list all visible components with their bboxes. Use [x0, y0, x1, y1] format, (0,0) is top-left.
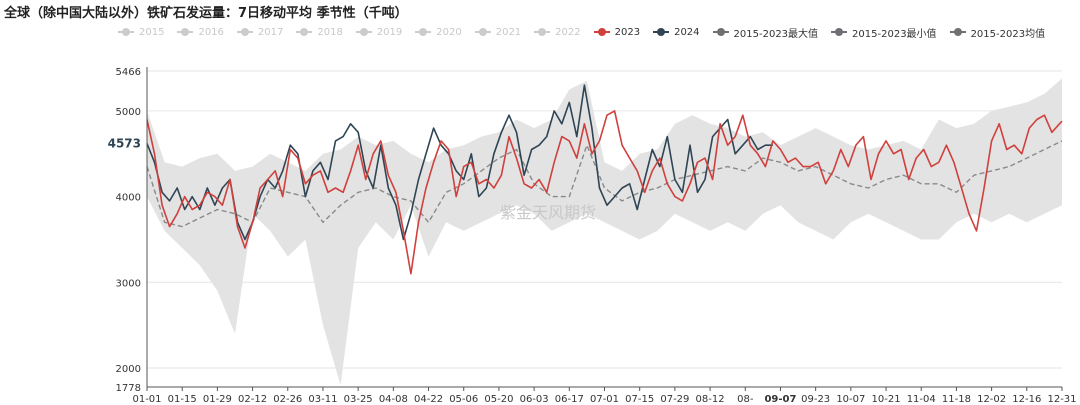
legend-label: 2015-2023均值	[970, 28, 1046, 40]
y-tick-label: 5466	[116, 67, 141, 78]
x-tick-label: 09-23	[801, 394, 830, 405]
x-tick-label: 10-21	[872, 394, 901, 405]
x-tick-label: 05-20	[484, 394, 513, 405]
legend-item-2018[interactable]: 2018	[296, 26, 343, 38]
watermark: 紫金天风期货	[500, 203, 596, 222]
x-tick-label: 10-07	[836, 394, 865, 405]
x-tick-label: 11-18	[942, 394, 971, 405]
x-tick-label: 08-	[737, 394, 754, 405]
legend-label: 2017	[257, 26, 284, 38]
legend-item-2019[interactable]: 2019	[355, 26, 403, 38]
x-tick-label: 04-08	[379, 394, 408, 405]
legend-item-2021[interactable]: 2021	[474, 26, 522, 38]
x-tick-label: 06-03	[520, 394, 549, 405]
legend-item-2023[interactable]: 2023	[593, 26, 641, 38]
legend-label: 2019	[376, 26, 403, 38]
legend-marker-icon	[534, 27, 551, 37]
legend-item-2015[interactable]: 2015	[118, 27, 164, 38]
legend-label: 2015-2023最小值	[852, 28, 937, 40]
legend-label: 2023	[614, 26, 641, 38]
chart-title: 全球（除中国大陆以外）铁矿石发运量：7日移动平均 季节性（千吨）	[4, 6, 408, 21]
legend-marker-icon	[118, 27, 134, 37]
y-tick-label: 2000	[116, 364, 141, 375]
legend-marker-icon	[415, 27, 432, 37]
x-tick-label: 02-26	[273, 394, 302, 405]
legend: 2015 2016 2017 2018 2019 2020 2021 2022 2023 2024…	[118, 24, 1058, 40]
x-tick-label: 07-29	[660, 394, 689, 405]
current-value-label: 4573	[108, 136, 141, 150]
legend-label: 2015	[139, 26, 165, 38]
y-tick-label: 1778	[116, 383, 141, 394]
x-tick-label: 03-11	[308, 394, 337, 405]
x-tick-label: 04-22	[414, 394, 443, 405]
legend-label: 2024	[674, 26, 700, 38]
legend-label: 2022	[555, 26, 581, 38]
legend-marker-icon	[296, 27, 313, 37]
x-tick-label: 01-29	[203, 394, 232, 405]
legend-item-2015-2023最小值[interactable]: 2015-2023最小值	[831, 25, 937, 40]
y-tick-label: 5000	[116, 107, 141, 118]
legend-item-2020[interactable]: 2020	[415, 26, 462, 38]
legend-marker-icon	[593, 27, 610, 37]
legend-item-2017[interactable]: 2017	[236, 26, 284, 38]
range-band-area	[147, 78, 1062, 386]
y-tick-label: 3000	[116, 278, 141, 289]
x-tick-label: 07-01	[590, 394, 619, 405]
legend-marker-icon	[831, 27, 848, 37]
x-tick-label: 12-02	[977, 394, 1006, 405]
x-tick-label: 01-15	[168, 394, 197, 405]
x-tick-label: 02-12	[238, 394, 267, 405]
legend-item-2024[interactable]: 2024	[653, 26, 700, 38]
legend-marker-icon	[355, 27, 372, 37]
legend-label: 2020	[436, 26, 462, 38]
legend-marker-icon	[474, 27, 491, 37]
legend-label: 2018	[317, 26, 343, 38]
legend-item-2015-2023最大值[interactable]: 2015-2023最大值	[712, 25, 819, 40]
x-tick-label: 03-25	[344, 394, 373, 405]
legend-label: 2021	[495, 26, 522, 38]
legend-label: 2015-2023最大值	[733, 28, 819, 40]
x-tick-label: 06-17	[555, 394, 584, 405]
legend-item-2016[interactable]: 2016	[177, 26, 224, 38]
series-line-2023	[146, 110, 1063, 275]
legend-marker-icon	[177, 27, 194, 37]
x-tick-label: 07-15	[625, 394, 654, 405]
legend-marker-icon	[653, 27, 670, 37]
legend-marker-icon	[712, 27, 729, 37]
y-tick-label: 4000	[116, 193, 141, 204]
x-tick-label: 01-01	[132, 394, 161, 405]
legend-marker-icon	[236, 27, 253, 37]
x-tick-label-highlight: 09-07	[764, 394, 796, 405]
x-tick-label: 12-16	[1012, 394, 1041, 405]
x-tick-label: 05-06	[449, 394, 478, 405]
legend-marker-icon	[949, 27, 966, 37]
x-tick-label: 12-31	[1047, 394, 1076, 405]
legend-item-2015-2023均值[interactable]: 2015-2023均值	[949, 25, 1046, 40]
x-tick-label: 11-04	[907, 394, 936, 405]
legend-label: 2016	[198, 26, 224, 38]
legend-item-2022[interactable]: 2022	[534, 26, 581, 38]
x-tick-label: 08-12	[696, 394, 725, 405]
